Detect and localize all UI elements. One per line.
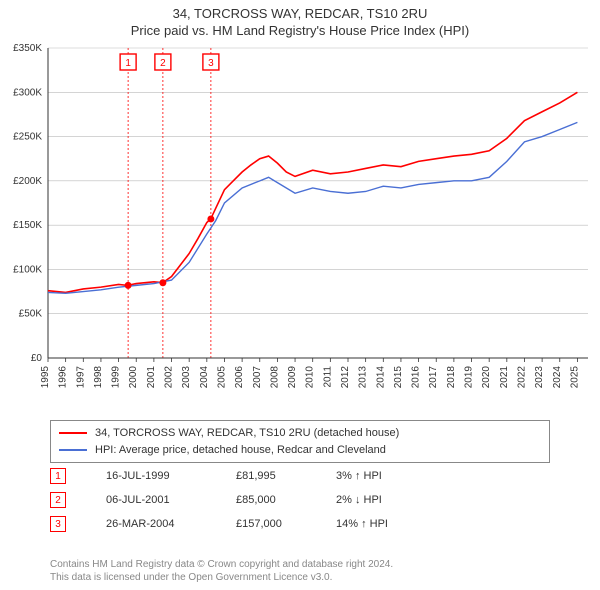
legend-swatch-price-paid: [59, 432, 87, 434]
svg-text:1996: 1996: [58, 366, 69, 389]
svg-text:£300K: £300K: [13, 87, 42, 98]
legend-swatch-hpi: [59, 449, 87, 451]
sale-price: £85,000: [236, 494, 336, 506]
svg-text:2021: 2021: [499, 366, 510, 389]
svg-text:1: 1: [125, 58, 131, 69]
sale-row: 1 16-JUL-1999£81,9953% ↑ HPI: [50, 464, 456, 488]
svg-text:1995: 1995: [40, 366, 51, 389]
svg-text:2025: 2025: [569, 366, 580, 389]
sale-delta: 2% ↓ HPI: [336, 494, 456, 506]
svg-text:2023: 2023: [534, 366, 545, 389]
sale-date: 06-JUL-2001: [106, 494, 236, 506]
sale-date: 16-JUL-1999: [106, 470, 236, 482]
svg-text:2011: 2011: [322, 366, 333, 388]
sale-price: £157,000: [236, 518, 336, 530]
svg-text:2017: 2017: [428, 366, 439, 389]
svg-text:1998: 1998: [93, 366, 104, 389]
svg-text:2020: 2020: [481, 366, 492, 389]
svg-text:2002: 2002: [164, 366, 175, 389]
svg-text:1997: 1997: [75, 366, 86, 389]
svg-text:2014: 2014: [375, 366, 386, 389]
svg-text:2003: 2003: [181, 366, 192, 389]
svg-text:2000: 2000: [128, 366, 139, 389]
svg-text:2010: 2010: [305, 366, 316, 389]
chart-svg: £0 £50K £100K £150K £200K £250K £300K £350K 1995…: [0, 40, 600, 420]
legend-label-hpi: HPI: Average price, detached house, Redc…: [95, 442, 386, 459]
sale-marker: 1: [50, 468, 66, 484]
svg-text:2022: 2022: [516, 366, 527, 389]
svg-text:£50K: £50K: [19, 309, 43, 320]
svg-text:2008: 2008: [269, 366, 280, 389]
svg-text:2004: 2004: [199, 366, 210, 389]
sale-row: 2 06-JUL-2001£85,0002% ↓ HPI: [50, 488, 456, 512]
sale-delta: 3% ↑ HPI: [336, 470, 456, 482]
svg-text:£350K: £350K: [13, 43, 42, 54]
sales-table: 1 16-JUL-1999£81,9953% ↑ HPI 2 06-JUL-2001£…: [50, 464, 456, 536]
title-line-1: 34, TORCROSS WAY, REDCAR, TS10 2RU: [0, 6, 600, 23]
footer-line-1: Contains HM Land Registry data © Crown c…: [50, 558, 393, 571]
legend: 34, TORCROSS WAY, REDCAR, TS10 2RU (deta…: [50, 420, 550, 463]
svg-text:3: 3: [208, 58, 214, 69]
footer: Contains HM Land Registry data © Crown c…: [50, 558, 393, 584]
svg-text:2018: 2018: [446, 366, 457, 389]
chart: £0 £50K £100K £150K £200K £250K £300K £350K 1995…: [0, 40, 600, 420]
svg-text:2005: 2005: [216, 366, 227, 389]
svg-text:2019: 2019: [464, 366, 475, 389]
svg-text:£150K: £150K: [13, 220, 42, 231]
svg-text:2013: 2013: [358, 366, 369, 389]
legend-label-price-paid: 34, TORCROSS WAY, REDCAR, TS10 2RU (deta…: [95, 425, 399, 442]
sale-marker: 3: [50, 516, 66, 532]
footer-line-2: This data is licensed under the Open Gov…: [50, 571, 393, 584]
sale-delta: 14% ↑ HPI: [336, 518, 456, 530]
svg-text:2016: 2016: [411, 366, 422, 389]
page: 34, TORCROSS WAY, REDCAR, TS10 2RU Price…: [0, 0, 600, 590]
svg-text:2009: 2009: [287, 366, 298, 389]
svg-text:2001: 2001: [146, 366, 157, 389]
svg-text:2: 2: [160, 58, 166, 69]
svg-text:£200K: £200K: [13, 176, 42, 187]
sale-row: 3 26-MAR-2004£157,00014% ↑ HPI: [50, 512, 456, 536]
svg-text:£0: £0: [31, 353, 43, 364]
title-line-2: Price paid vs. HM Land Registry's House …: [0, 23, 600, 40]
svg-text:2012: 2012: [340, 366, 351, 389]
svg-text:£100K: £100K: [13, 264, 42, 275]
sale-date: 26-MAR-2004: [106, 518, 236, 530]
svg-text:2007: 2007: [252, 366, 263, 389]
svg-text:£250K: £250K: [13, 132, 42, 143]
sale-price: £81,995: [236, 470, 336, 482]
legend-row-hpi: HPI: Average price, detached house, Redc…: [59, 442, 541, 459]
legend-row-price-paid: 34, TORCROSS WAY, REDCAR, TS10 2RU (deta…: [59, 425, 541, 442]
svg-text:2024: 2024: [552, 366, 563, 389]
svg-text:2015: 2015: [393, 366, 404, 389]
svg-text:1999: 1999: [111, 366, 122, 389]
svg-text:2006: 2006: [234, 366, 245, 389]
sale-marker: 2: [50, 492, 66, 508]
chart-title: 34, TORCROSS WAY, REDCAR, TS10 2RU Price…: [0, 0, 600, 40]
